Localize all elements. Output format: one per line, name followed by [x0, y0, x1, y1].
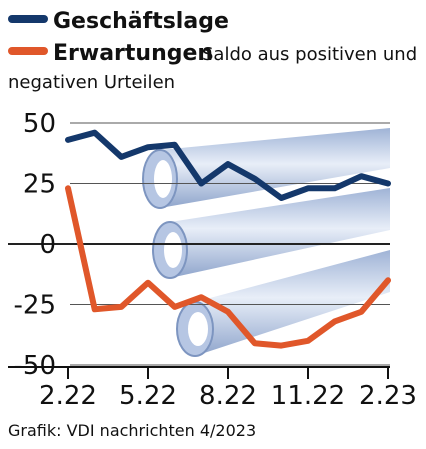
series-line-geschaeftslage [65, 129, 391, 201]
x-tick-label: 5.22 [119, 381, 177, 411]
source-credit: Grafik: VDI nachrichten 4/2023 [8, 421, 256, 440]
legend: Geschäftslage Erwartungen Saldo aus posi… [8, 9, 417, 93]
pipe-middle-hole [164, 232, 182, 268]
legend-swatch-erwartungen [8, 47, 48, 55]
legend-swatch-geschaeftslage [8, 15, 48, 23]
y-tick-label: 0 [39, 230, 56, 260]
pipe-top-hole [154, 160, 172, 198]
pipe-middle [170, 188, 390, 278]
pipes-illustration [142, 128, 390, 357]
pipe-bottom-hole [188, 312, 208, 346]
legend-note-line-2: negativen Urteilen [8, 72, 175, 93]
legend-label-erwartungen: Erwartungen [53, 41, 213, 66]
x-tick-label: 11.22 [271, 381, 345, 411]
series [65, 129, 391, 349]
y-tick-label: 25 [23, 170, 56, 200]
x-tick-label: 8.22 [199, 381, 257, 411]
pipe-top [160, 128, 390, 208]
y-tick-label: 50 [23, 109, 56, 139]
x-tick-label: 2.22 [39, 381, 97, 411]
y-tick-label: -25 [14, 291, 56, 321]
legend-note-line-1: Saldo aus positiven und [202, 44, 417, 65]
series-line-erwartungen [65, 185, 391, 349]
x-tick-label: 2.23 [359, 381, 417, 411]
legend-label-geschaeftslage: Geschäftslage [53, 9, 229, 34]
gridlines [8, 122, 390, 366]
x-axis: 2.22 5.22 8.22 11.22 2.23 [8, 366, 417, 411]
